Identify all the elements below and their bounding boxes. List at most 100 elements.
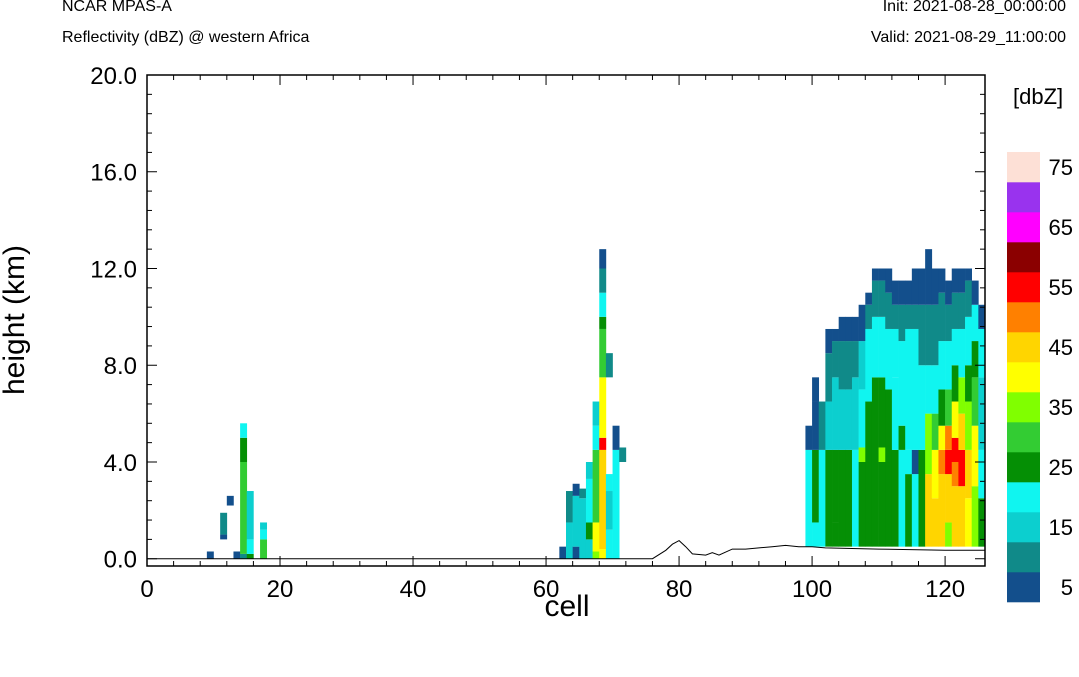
reflectivity-cell: [579, 488, 587, 499]
reflectivity-cell: [898, 449, 906, 547]
reflectivity-cell: [832, 449, 839, 523]
reflectivity-cell: [599, 268, 607, 293]
reflectivity-cell: [978, 328, 986, 378]
reflectivity-cell: [599, 292, 607, 317]
valid-time: Valid: 2021-08-29_11:00:00: [870, 29, 1066, 46]
reflectivity-cell: [599, 377, 607, 438]
reflectivity-cell: [812, 401, 820, 450]
reflectivity-cell: [871, 268, 879, 281]
y-tick-label: 12.0: [90, 256, 137, 283]
reflectivity-cell: [858, 447, 866, 462]
reflectivity-cell: [845, 389, 853, 450]
colorbar-label: 15: [1049, 515, 1073, 540]
reflectivity-cell: [951, 401, 959, 438]
y-tick-label: 0.0: [104, 547, 137, 574]
colorbar-swatch: [1007, 152, 1040, 183]
reflectivity-cell: [898, 304, 906, 342]
reflectivity-cell: [951, 486, 959, 547]
reflectivity-cell: [838, 316, 846, 342]
plot-frame: [146, 74, 986, 567]
reflectivity-cell: [965, 449, 972, 499]
reflectivity-cell: [851, 316, 859, 342]
x-tick-label: 60: [533, 576, 560, 603]
colorbar-swatch: [1007, 362, 1040, 393]
colorbar-swatch: [1007, 272, 1040, 303]
reflectivity-cell: [925, 474, 933, 547]
colorbar-swatch: [1007, 302, 1040, 333]
colorbar-swatch: [1007, 422, 1040, 453]
reflectivity-cell: [599, 328, 607, 378]
reflectivity-cell: [605, 529, 613, 559]
reflectivity-cell: [898, 280, 906, 305]
reflectivity-cell: [951, 365, 959, 402]
reflectivity-cell: [878, 447, 886, 462]
reflectivity-cell: [865, 328, 873, 402]
reflectivity-cell: [246, 553, 254, 559]
reflectivity-cell: [891, 377, 899, 450]
reflectivity-cell: [978, 449, 986, 499]
reflectivity-cell: [911, 449, 919, 475]
reflectivity-cell: [605, 491, 613, 530]
reflectivity-cell: [865, 292, 873, 305]
reflectivity-cell: [978, 304, 986, 329]
colorbar-swatch: [1007, 392, 1040, 423]
reflectivity-cell: [951, 462, 959, 487]
colorbar-labels: 5 15 25 35 45 55 65 75: [1049, 155, 1073, 600]
reflectivity-cell: [918, 365, 926, 450]
reflectivity-cell: [592, 522, 600, 552]
x-tick-label: 40: [400, 576, 427, 603]
reflectivity-cell: [805, 425, 813, 450]
reflectivity-cell: [971, 486, 979, 547]
reflectivity-cell: [891, 328, 899, 378]
reflectivity-cell: [572, 495, 580, 547]
reflectivity-cell: [871, 316, 879, 378]
reflectivity-cell: [832, 377, 839, 450]
reflectivity-cell: [891, 304, 899, 329]
reflectivity-cell: [599, 449, 607, 550]
reflectivity-cell: [945, 389, 953, 426]
reflectivity-cell: [838, 389, 846, 450]
reflectivity-cell: [898, 425, 906, 450]
x-axis-title: cell: [544, 590, 589, 623]
axis-ticks: [146, 75, 985, 566]
y-tick-label: 8.0: [104, 353, 137, 380]
reflectivity-cell: [965, 316, 972, 366]
reflectivity-cell: [945, 280, 953, 305]
reflectivity-cell: [851, 449, 859, 547]
reflectivity-cell: [885, 389, 893, 547]
reflectivity-cell: [818, 401, 826, 450]
reflectivity-cell: [871, 280, 879, 317]
reflectivity-cell: [958, 268, 966, 293]
reflectivity-cell: [965, 268, 972, 281]
reflectivity-cell: [925, 365, 933, 414]
init-time: Init: 2021-08-28_00:00:00: [882, 0, 1066, 15]
reflectivity-cell: [971, 304, 979, 342]
reflectivity-cell: [599, 549, 607, 559]
x-tick-label: 0: [140, 576, 153, 603]
reflectivity-cell: [945, 449, 953, 475]
reflectivity-cell: [951, 328, 959, 366]
y-tick-label: 4.0: [104, 450, 137, 477]
reflectivity-cell: [938, 474, 946, 547]
reflectivity-cell: [925, 413, 933, 475]
reflectivity-cell: [918, 304, 926, 366]
reflectivity-cell: [865, 401, 873, 547]
reflectivity-cell: [592, 551, 600, 559]
reflectivity-cell: [938, 449, 946, 475]
reflectivity-cell: [958, 413, 966, 450]
reflectivity-cell: [938, 389, 946, 426]
reflectivity-cell: [858, 341, 866, 390]
reflectivity-cell: [945, 522, 953, 547]
reflectivity-cell: [885, 268, 893, 293]
reflectivity-cell: [878, 268, 886, 281]
reflectivity-cell: [905, 304, 913, 329]
reflectivity-cell: [858, 389, 866, 448]
reflectivity-cell: [260, 539, 268, 559]
x-tick-label: 20: [267, 576, 294, 603]
reflectivity-cell: [885, 328, 893, 390]
reflectivity-cell: [605, 474, 613, 492]
reflectivity-cell: [240, 437, 248, 462]
x-tick-label: 100: [792, 576, 832, 603]
reflectivity-cell: [911, 304, 919, 329]
field-title: Reflectivity (dBZ) @ western Africa: [62, 29, 310, 46]
